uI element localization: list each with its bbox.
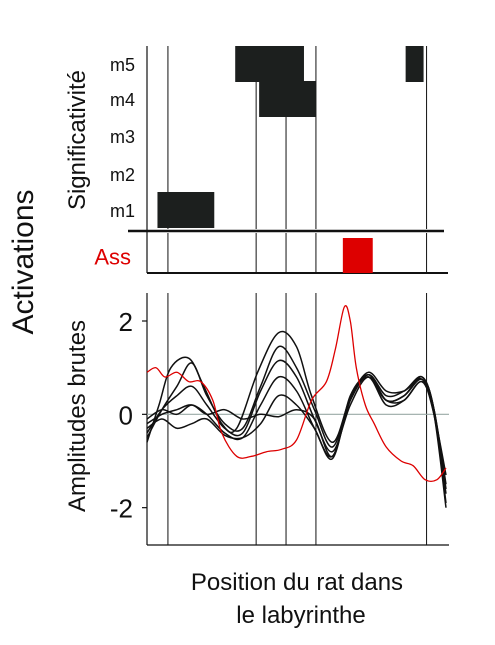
x-axis-label-line-2: le labyrinthe: [236, 602, 365, 629]
x-axis-label-line-1: Position du rat dans: [191, 569, 403, 596]
y-tick-label: 0: [119, 400, 133, 430]
row-label-m4: m4: [110, 90, 135, 110]
significance-block-m5: [235, 46, 304, 82]
y-tick-label: -2: [110, 494, 133, 524]
significance-axis-label: Significativité: [64, 70, 91, 210]
member-amplitude-line-3: [146, 359, 447, 485]
significance-block-m1: [157, 192, 215, 228]
row-label-m3: m3: [110, 127, 135, 147]
member-amplitude-line-5: [146, 373, 447, 494]
significance-block-m4: [259, 81, 316, 117]
row-label-m1: m1: [110, 201, 135, 221]
member-amplitude-line-1: [146, 330, 447, 508]
row-label-ass: Ass: [94, 245, 131, 270]
significance-block-m5: [405, 46, 424, 82]
y-tick-label: 2: [119, 307, 133, 337]
row-label-m2: m2: [110, 165, 135, 185]
member-amplitude-line-6: [146, 376, 447, 504]
raw-amplitude-panel: -2 0 2: [110, 293, 449, 546]
activations-label: Activations: [7, 189, 40, 334]
assembly-amplitude-line: [146, 305, 447, 482]
significance-panel: m5 m4 m3 m2 m1 Ass: [94, 46, 448, 274]
significance-block-ass: [342, 238, 373, 273]
raw-amplitude-axis-label: Amplitudes brutes: [64, 320, 91, 512]
member-amplitude-line-2: [146, 345, 447, 490]
row-label-m5: m5: [110, 55, 135, 75]
